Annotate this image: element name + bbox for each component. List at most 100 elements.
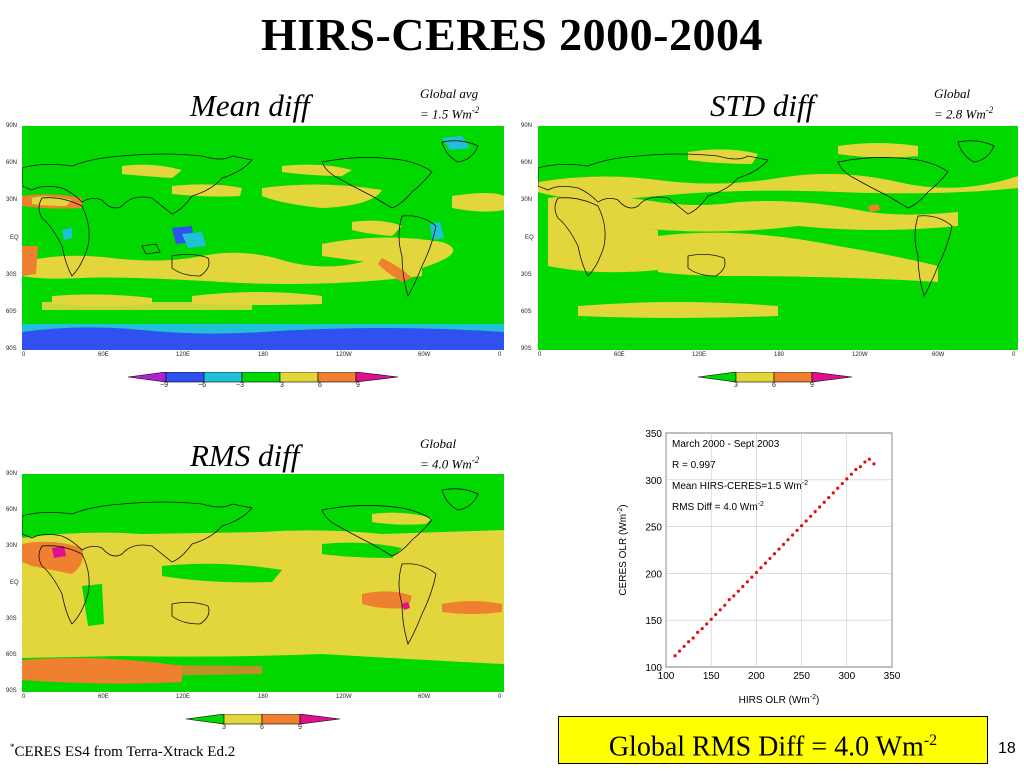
- rms-colorbar: [185, 713, 342, 725]
- banner-sup: -2: [923, 732, 938, 749]
- scatter-point: [754, 570, 758, 575]
- scatter-point: [790, 533, 795, 537]
- scatter-y-tick-label: 250: [645, 523, 662, 534]
- scatter-x-tick-label: 200: [748, 671, 765, 682]
- scatter-point: [858, 465, 862, 469]
- banner-text: Global RMS Diff = 4.0 Wm: [608, 731, 924, 763]
- scatter-point: [831, 491, 835, 495]
- scatter-y-tick-label: 150: [645, 616, 662, 627]
- rms-lon-120e: 120E: [176, 694, 191, 700]
- rms-lat-30n: 30N: [6, 543, 18, 549]
- scatter-point: [849, 472, 853, 476]
- scatter-x-tick-label: 300: [838, 671, 855, 682]
- mean-lon-0-end: 0: [498, 352, 502, 358]
- scatter-point: [863, 460, 867, 464]
- rms-lon-0: 0: [22, 694, 26, 700]
- scatter-point: [772, 552, 777, 556]
- std-cb-label-1: 3: [734, 382, 738, 389]
- std-lat-90s: 90S: [521, 346, 532, 352]
- scatter-point: [727, 598, 731, 602]
- std-lon-120e: 120E: [692, 352, 707, 358]
- mean-lat-90n: 90N: [6, 123, 18, 129]
- scatter-point: [682, 644, 686, 649]
- mean-lon-60e: 60E: [98, 352, 109, 358]
- std-lon-60w: 60W: [932, 352, 945, 358]
- std-colorbar: [697, 371, 854, 383]
- scatter-point: [736, 589, 740, 593]
- std-note-line2: = 2.8 Wm-2: [934, 105, 994, 122]
- scatter-annotation-sup: -2: [802, 480, 808, 487]
- std-lon-0-end: 0: [1012, 352, 1016, 358]
- scatter-point: [845, 477, 849, 481]
- mean-lat-60s: 60S: [6, 309, 17, 315]
- scatter-annotation: Mean HIRS-CERES=1.5 Wm-2: [672, 480, 808, 492]
- footnote-mark: *: [10, 742, 15, 752]
- mean-lat-eq: EQ: [10, 235, 19, 241]
- scatter-x-tick-label: 350: [884, 671, 901, 682]
- rms-lat-60n: 60N: [6, 507, 18, 513]
- scatter-plot: 100 150 200 250 300 350 100 150 200 250 300 350 Mar…: [608, 425, 920, 715]
- scatter-point: [750, 575, 754, 579]
- rms-lat-60s: 60S: [6, 652, 17, 658]
- scatter-x-tick-label: 250: [793, 671, 810, 682]
- rms-diff-map: [22, 474, 504, 692]
- scatter-point: [813, 510, 817, 514]
- mean-lat-60n: 60N: [6, 160, 18, 166]
- scatter-point: [732, 594, 736, 598]
- rms-note-line2: = 4.0 Wm-2: [420, 455, 480, 472]
- std-lat-60s: 60S: [521, 309, 532, 315]
- mean-lat-90s: 90S: [6, 346, 17, 352]
- scatter-point: [786, 538, 790, 542]
- mean-lat-30s: 30S: [6, 272, 17, 278]
- scatter-point: [718, 608, 722, 612]
- scatter-point: [827, 495, 831, 500]
- global-rms-banner: Global RMS Diff = 4.0 Wm-2: [558, 716, 988, 764]
- std-lat-60n: 60N: [521, 160, 533, 166]
- scatter-y-axis-label: CERES OLR (Wm-2): [617, 504, 629, 595]
- std-lon-60e: 60E: [614, 352, 625, 358]
- scatter-y-tick-label: 200: [645, 569, 662, 580]
- mean-colorbar: [127, 371, 400, 383]
- scatter-annotation-sup: -2: [758, 501, 764, 508]
- std-lat-30n: 30N: [521, 197, 533, 203]
- rms-lon-0-end: 0: [498, 694, 502, 700]
- mean-cb-label-1: −9: [160, 382, 168, 389]
- std-diff-title: STD diff: [710, 88, 815, 123]
- scatter-x-tick-label: 150: [703, 671, 720, 682]
- scatter-point: [700, 627, 704, 631]
- rms-lon-180: 180: [258, 694, 269, 700]
- scatter-point: [777, 547, 781, 551]
- scatter-point: [705, 622, 709, 626]
- scatter-point: [696, 630, 700, 634]
- mean-note-line1: Global avg: [420, 86, 479, 101]
- scatter-point: [867, 457, 871, 461]
- scatter-point: [687, 640, 691, 644]
- mean-lat-30n: 30N: [6, 197, 18, 203]
- scatter-y-tick-label: 350: [645, 429, 662, 440]
- scatter-point: [673, 654, 677, 658]
- footnote: *CERES ES4 from Terra-Xtrack Ed.2: [10, 742, 235, 761]
- std-global-note: Global = 2.8 Wm-2: [934, 86, 993, 122]
- rms-cb-label-3: 9: [298, 724, 302, 731]
- rms-lat-90s: 90S: [6, 688, 17, 694]
- rms-lon-60e: 60E: [98, 694, 109, 700]
- rms-lat-30s: 30S: [6, 616, 17, 622]
- scatter-point: [709, 617, 713, 621]
- mean-cb-label-2: −6: [198, 382, 206, 389]
- mean-lon-180: 180: [258, 352, 269, 358]
- mean-cb-label-3: −3: [236, 382, 244, 389]
- scatter-y-tick-label: 300: [645, 476, 662, 487]
- mean-cb-label-6: 9: [356, 382, 360, 389]
- std-lon-180: 180: [774, 352, 785, 358]
- scatter-point: [745, 580, 749, 584]
- rms-cb-label-1: 3: [222, 724, 226, 731]
- mean-lon-0: 0: [22, 352, 26, 358]
- mean-lon-120e: 120E: [176, 352, 191, 358]
- scatter-point: [759, 566, 763, 570]
- mean-cb-label-4: 3: [280, 382, 284, 389]
- scatter-annotation: RMS Diff = 4.0 Wm-2: [672, 501, 764, 513]
- scatter-point: [800, 524, 804, 528]
- rms-lon-120w: 120W: [336, 694, 352, 700]
- scatter-point: [714, 612, 718, 617]
- mean-lon-120w: 120W: [336, 352, 352, 358]
